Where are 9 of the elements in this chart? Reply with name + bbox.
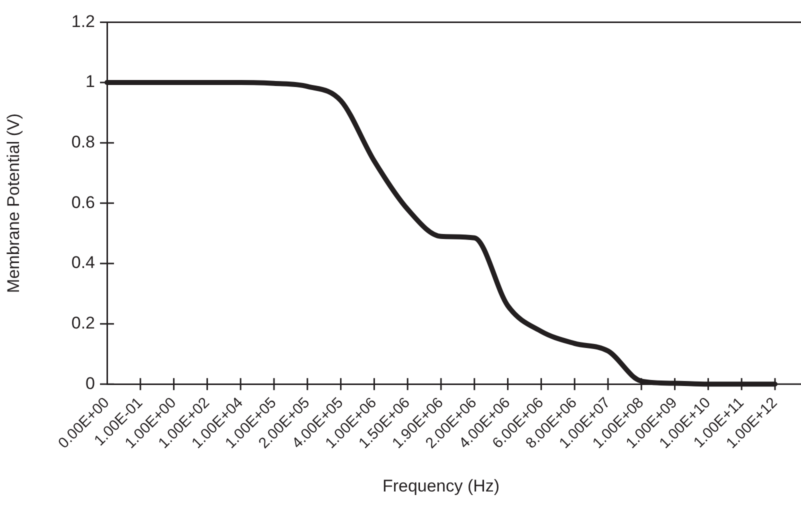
y-tick-label: 0 <box>86 374 95 393</box>
x-axis-title: Frequency (Hz) <box>382 476 500 496</box>
y-tick-label: 1 <box>86 72 95 92</box>
y-tick-label: 0.2 <box>71 314 95 333</box>
y-tick-label: 0.4 <box>71 253 95 272</box>
y-tick-label: 0.6 <box>71 192 95 212</box>
y-tick-label: 0.8 <box>71 132 95 152</box>
y-tick-label: 1.2 <box>71 12 95 31</box>
y-axis-title: Membrane Potential (V) <box>4 113 23 293</box>
